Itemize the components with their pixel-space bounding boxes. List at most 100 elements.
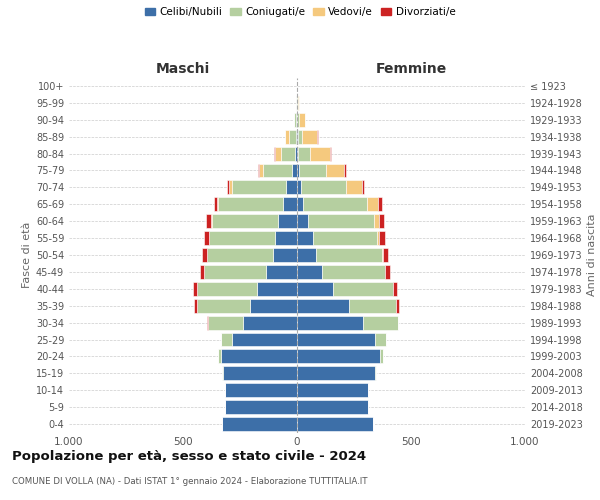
Bar (297, 400, 368, 414)
Bar (214, 198, 217, 211)
Bar (378, 198, 382, 211)
Bar (197, 282, 257, 296)
Bar (295, 146, 297, 160)
Bar (380, 350, 383, 364)
Bar (297, 164, 299, 177)
Bar (297, 130, 298, 143)
Bar (197, 299, 250, 312)
Bar (297, 384, 368, 397)
Bar (297, 332, 375, 346)
Bar (208, 316, 244, 330)
Bar (289, 130, 296, 143)
Bar (193, 282, 197, 296)
Bar (296, 130, 297, 143)
Bar (346, 180, 362, 194)
Bar (301, 180, 346, 194)
Bar (330, 146, 331, 160)
Bar (296, 113, 297, 126)
Bar (382, 248, 383, 262)
Bar (308, 214, 374, 228)
Bar (383, 248, 388, 262)
Bar (298, 146, 310, 160)
Bar (298, 130, 302, 143)
Bar (227, 180, 229, 194)
Bar (200, 265, 203, 279)
Bar (304, 198, 367, 211)
Bar (286, 130, 289, 143)
Text: Femmine: Femmine (376, 62, 446, 76)
Bar (293, 113, 295, 126)
Bar (232, 180, 286, 194)
Bar (297, 146, 298, 160)
Bar (292, 164, 297, 177)
Bar (297, 96, 298, 110)
Bar (232, 332, 297, 346)
Bar (273, 248, 297, 262)
Bar (218, 198, 283, 211)
Bar (211, 214, 212, 228)
Bar (374, 214, 379, 228)
Y-axis label: Anni di nascita: Anni di nascita (587, 214, 597, 296)
Bar (194, 299, 197, 312)
Bar (316, 248, 382, 262)
Bar (362, 316, 398, 330)
Bar (362, 180, 364, 194)
Bar (297, 231, 313, 245)
Bar (299, 113, 305, 126)
Bar (295, 113, 296, 126)
Bar (298, 96, 299, 110)
Bar (297, 366, 375, 380)
Bar (322, 265, 385, 279)
Bar (207, 248, 273, 262)
Bar (204, 231, 209, 245)
Bar (225, 384, 297, 397)
Text: Popolazione per età, sesso e stato civile - 2024: Popolazione per età, sesso e stato civil… (12, 450, 366, 463)
Bar (221, 350, 297, 364)
Bar (344, 164, 346, 177)
Bar (286, 180, 297, 194)
Bar (367, 198, 378, 211)
Bar (221, 332, 232, 346)
Bar (296, 96, 297, 110)
Bar (266, 265, 297, 279)
Bar (377, 231, 379, 245)
Bar (375, 366, 376, 380)
Bar (222, 417, 297, 431)
Bar (333, 282, 393, 296)
Bar (393, 282, 397, 296)
Bar (225, 400, 297, 414)
Bar (275, 231, 297, 245)
Bar (310, 146, 330, 160)
Bar (297, 214, 308, 228)
Bar (275, 146, 281, 160)
Bar (297, 316, 362, 330)
Bar (203, 265, 266, 279)
Bar (222, 366, 223, 380)
Bar (263, 164, 292, 177)
Bar (298, 113, 299, 126)
Text: COMUNE DI VOLLA (NA) - Dati ISTAT 1° gennaio 2024 - Elaborazione TUTTITALIA.IT: COMUNE DI VOLLA (NA) - Dati ISTAT 1° gen… (12, 478, 367, 486)
Bar (375, 332, 386, 346)
Bar (297, 299, 349, 312)
Bar (385, 265, 390, 279)
Bar (274, 146, 275, 160)
Bar (229, 180, 232, 194)
Bar (218, 350, 221, 364)
Bar (299, 164, 326, 177)
Bar (297, 248, 316, 262)
Legend: Celibi/Nubili, Coniugati/e, Vedovi/e, Divorziati/e: Celibi/Nubili, Coniugati/e, Vedovi/e, Di… (140, 2, 460, 21)
Bar (302, 130, 317, 143)
Bar (297, 198, 304, 211)
Bar (297, 282, 333, 296)
Bar (326, 164, 344, 177)
Bar (209, 231, 275, 245)
Bar (206, 214, 211, 228)
Bar (313, 231, 377, 245)
Bar (297, 417, 373, 431)
Bar (217, 198, 218, 211)
Bar (297, 180, 301, 194)
Bar (379, 214, 384, 228)
Bar (257, 282, 297, 296)
Bar (349, 299, 397, 312)
Y-axis label: Fasce di età: Fasce di età (22, 222, 32, 288)
